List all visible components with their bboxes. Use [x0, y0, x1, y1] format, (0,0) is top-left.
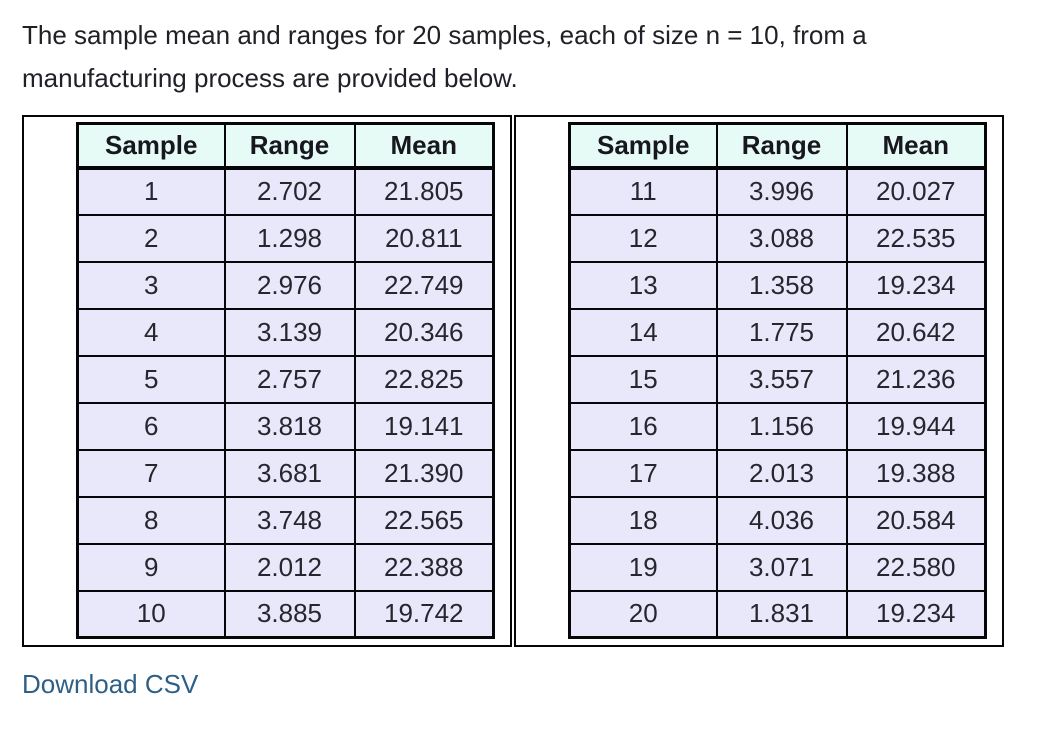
table-cell: 20 — [568, 589, 718, 639]
table-row: 1 2.702 21.805 — [76, 166, 495, 216]
table-cell: 19.234 — [845, 589, 987, 639]
table-cell: 20.027 — [845, 166, 987, 216]
table-row: 3 2.976 22.749 — [76, 260, 495, 310]
table-cell: 20.346 — [353, 307, 495, 357]
table-cell: 22.825 — [353, 354, 495, 404]
table-cell: 4 — [76, 307, 226, 357]
table-cell: 2.757 — [223, 354, 356, 404]
table-cell: 3.139 — [223, 307, 356, 357]
table-cell: 3.557 — [715, 354, 848, 404]
table-cell: 20.642 — [845, 307, 987, 357]
table-row: 8 3.748 22.565 — [76, 495, 495, 545]
table-row: 6 3.818 19.141 — [76, 401, 495, 451]
table-cell: 19.944 — [845, 401, 987, 451]
intro-line-1: The sample mean and ranges for 20 sample… — [22, 20, 867, 50]
table-cell: 19.141 — [353, 401, 495, 451]
table-row: 11 3.996 20.027 — [568, 166, 987, 216]
table-cell: 22.535 — [845, 213, 987, 263]
table-cell: 8 — [76, 495, 226, 545]
table-cell: 2.013 — [715, 448, 848, 498]
table-row: 18 4.036 20.584 — [568, 495, 987, 545]
table-row: 2 1.298 20.811 — [76, 213, 495, 263]
table-cell: 3.818 — [223, 401, 356, 451]
table-cell: 3.996 — [715, 166, 848, 216]
table-cell: 2.012 — [223, 542, 356, 592]
table-row: 14 1.775 20.642 — [568, 307, 987, 357]
table-cell: 4.036 — [715, 495, 848, 545]
table-row: 10 3.885 19.742 — [76, 589, 495, 639]
table-cell: 12 — [568, 213, 718, 263]
header-row: Sample Range Mean — [568, 122, 987, 170]
table-cell: 21.236 — [845, 354, 987, 404]
table-cell: 1.775 — [715, 307, 848, 357]
table-cell: 19.742 — [353, 589, 495, 639]
intro-line-2: manufacturing process are provided below… — [22, 63, 518, 93]
table-cell: 3.071 — [715, 542, 848, 592]
table-cell: 3.885 — [223, 589, 356, 639]
table-cell: 22.580 — [845, 542, 987, 592]
table-cell: 1.831 — [715, 589, 848, 639]
table-cell: 1.156 — [715, 401, 848, 451]
table-cell: 21.390 — [353, 448, 495, 498]
table-cell: 11 — [568, 166, 718, 216]
table-cell: 9 — [76, 542, 226, 592]
col-header-sample: Sample — [568, 122, 718, 170]
col-header-sample: Sample — [76, 122, 226, 170]
table-cell: 3.681 — [223, 448, 356, 498]
table-cell: 14 — [568, 307, 718, 357]
table-cell: 6 — [76, 401, 226, 451]
table-cell: 21.805 — [353, 166, 495, 216]
table-row: 15 3.557 21.236 — [568, 354, 987, 404]
samples-table-11-20: Sample Range Mean 11 3.996 20.027 12 3.088 22… — [568, 122, 987, 639]
col-header-mean: Mean — [845, 122, 987, 170]
table-cell: 3 — [76, 260, 226, 310]
table-row: 16 1.156 19.944 — [568, 401, 987, 451]
table-cell: 1.298 — [223, 213, 356, 263]
table-cell: 3.748 — [223, 495, 356, 545]
table-cell: 1 — [76, 166, 226, 216]
table-cell: 7 — [76, 448, 226, 498]
table-cell: 20.584 — [845, 495, 987, 545]
table-cell: 19.388 — [845, 448, 987, 498]
table-cell: 16 — [568, 401, 718, 451]
table-row: 17 2.013 19.388 — [568, 448, 987, 498]
col-header-mean: Mean — [353, 122, 495, 170]
header-row: Sample Range Mean — [76, 122, 495, 170]
table-cell: 3.088 — [715, 213, 848, 263]
table-cell: 2.702 — [223, 166, 356, 216]
table-row: 19 3.071 22.580 — [568, 542, 987, 592]
table-row: 12 3.088 22.535 — [568, 213, 987, 263]
col-header-range: Range — [715, 122, 848, 170]
table-body-right: 11 3.996 20.027 12 3.088 22.535 13 1.358 19.234 1… — [568, 166, 987, 639]
table-cell: 19.234 — [845, 260, 987, 310]
table-cell: 2.976 — [223, 260, 356, 310]
table-row: 20 1.831 19.234 — [568, 589, 987, 639]
table-cell: 10 — [76, 589, 226, 639]
table-cell: 22.388 — [353, 542, 495, 592]
table-cell: 22.565 — [353, 495, 495, 545]
table-cell: 15 — [568, 354, 718, 404]
col-header-range: Range — [223, 122, 356, 170]
table-panel-left: Sample Range Mean 1 2.702 21.805 2 1.298 20.8… — [22, 115, 512, 647]
intro-text: The sample mean and ranges for 20 sample… — [22, 14, 1040, 100]
table-row: 4 3.139 20.346 — [76, 307, 495, 357]
table-cell: 22.749 — [353, 260, 495, 310]
tables-row: Sample Range Mean 1 2.702 21.805 2 1.298 20.8… — [22, 115, 1062, 647]
table-row: 13 1.358 19.234 — [568, 260, 987, 310]
table-cell: 13 — [568, 260, 718, 310]
table-cell: 1.358 — [715, 260, 848, 310]
download-csv-link[interactable]: Download CSV — [22, 669, 199, 699]
table-cell: 19 — [568, 542, 718, 592]
table-body-left: 1 2.702 21.805 2 1.298 20.811 3 2.976 22.749 4 3.1… — [76, 166, 495, 639]
table-cell: 5 — [76, 354, 226, 404]
table-cell: 20.811 — [353, 213, 495, 263]
table-panel-right: Sample Range Mean 11 3.996 20.027 12 3.088 22… — [514, 115, 1004, 647]
table-row: 5 2.757 22.825 — [76, 354, 495, 404]
table-row: 9 2.012 22.388 — [76, 542, 495, 592]
table-cell: 18 — [568, 495, 718, 545]
table-cell: 2 — [76, 213, 226, 263]
table-row: 7 3.681 21.390 — [76, 448, 495, 498]
samples-table-1-10: Sample Range Mean 1 2.702 21.805 2 1.298 20.8… — [76, 122, 495, 639]
table-cell: 17 — [568, 448, 718, 498]
